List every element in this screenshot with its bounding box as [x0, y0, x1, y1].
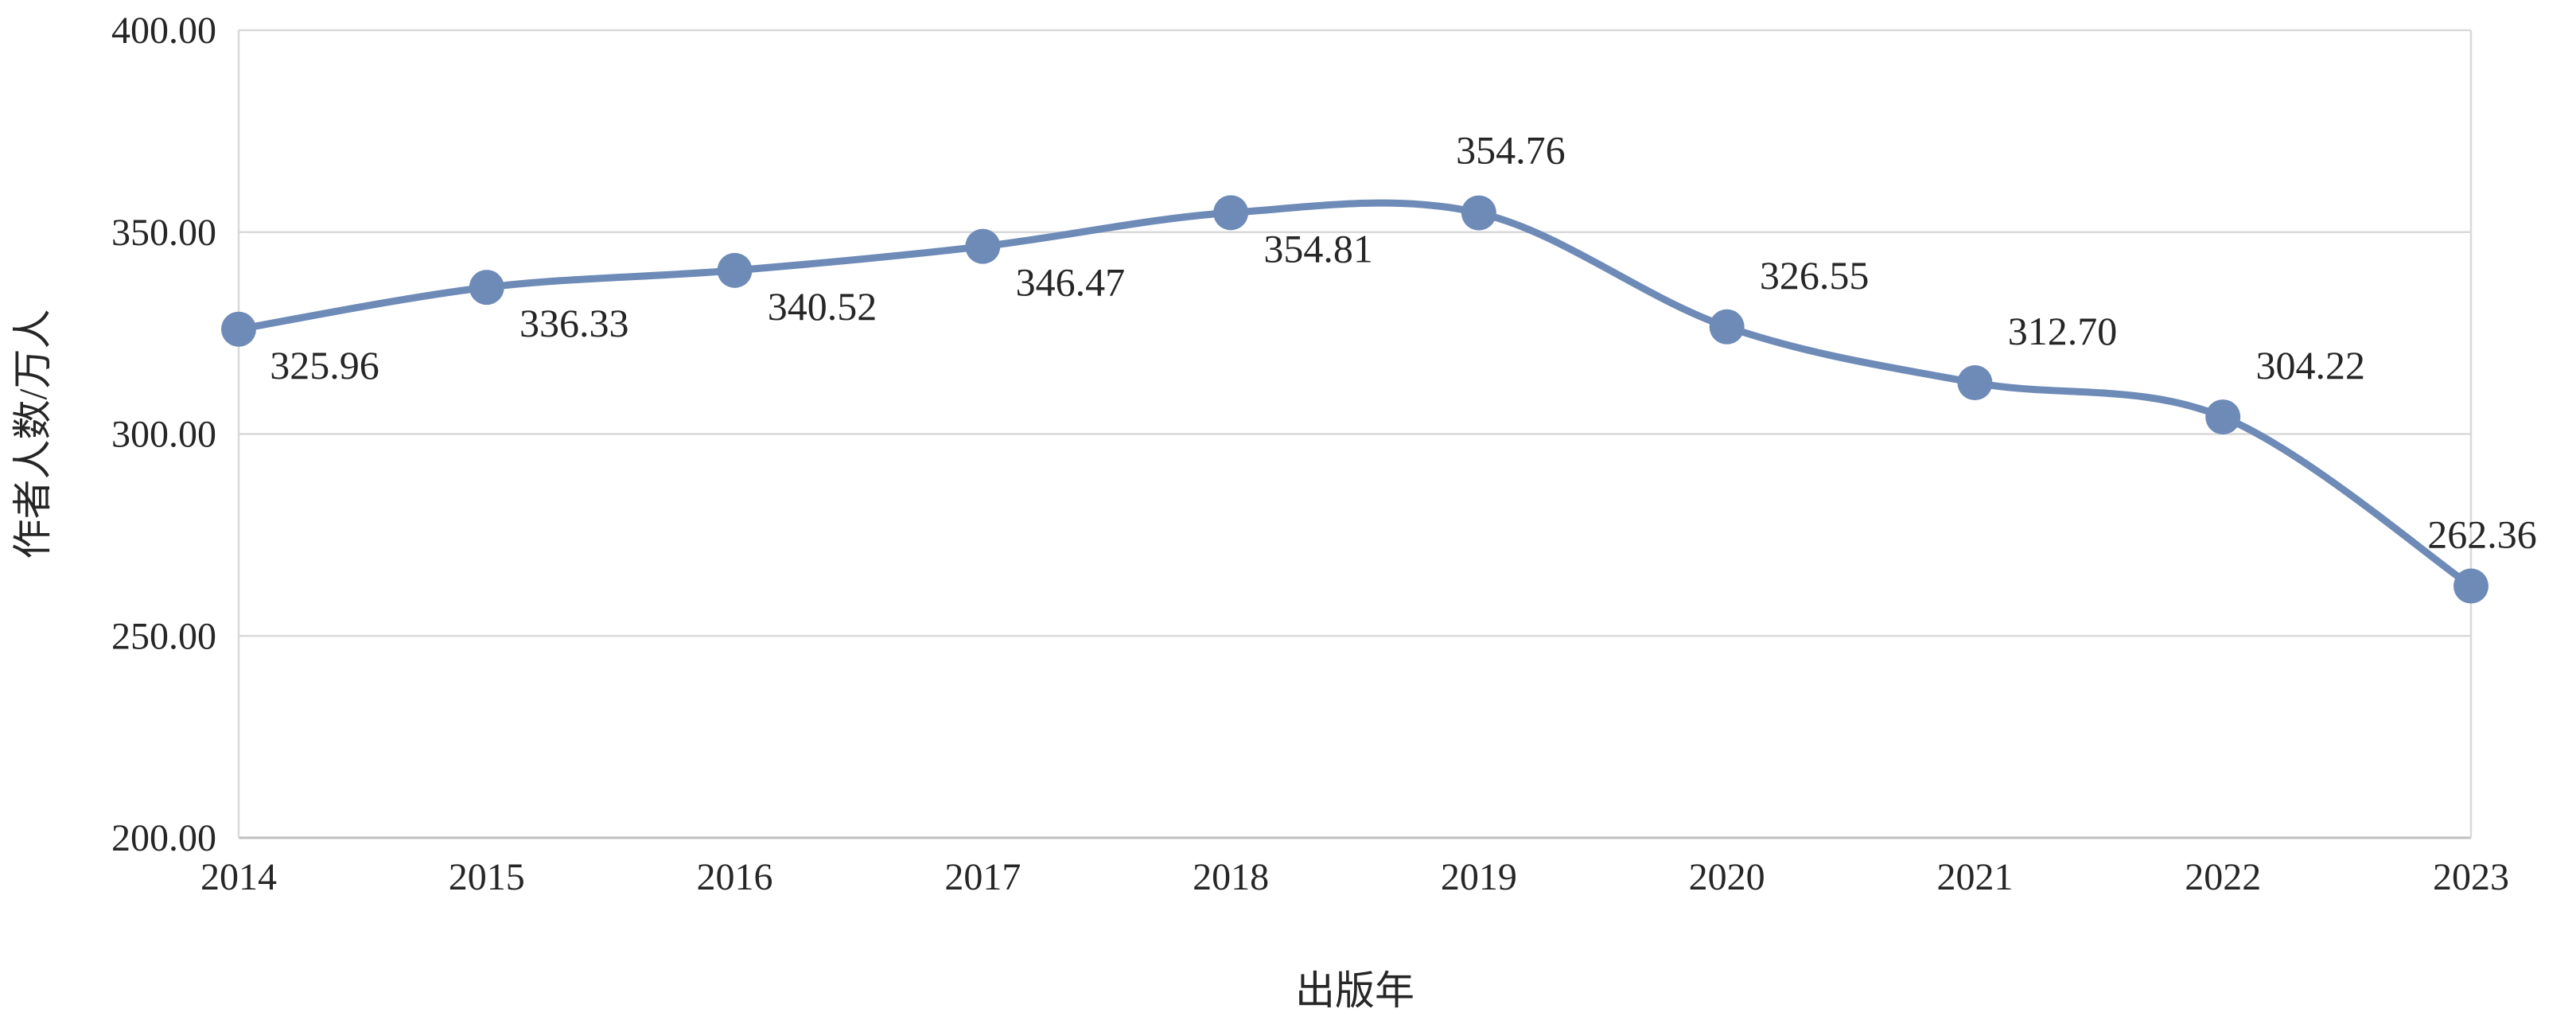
data-point	[1461, 195, 1496, 231]
data-point	[717, 252, 753, 288]
data-label: 304.22	[2255, 343, 2365, 387]
data-label: 336.33	[519, 301, 629, 345]
x-tick-label: 2019	[1441, 856, 1517, 898]
x-tick-labels: 2014 2015 2016 2017 2018 2019 2020 2021 2022 2023	[200, 856, 2509, 898]
x-tick-label: 2015	[449, 856, 525, 898]
series-line	[235, 199, 2475, 590]
data-label: 326.55	[1760, 253, 1870, 298]
y-tick-label: 200.00	[111, 817, 216, 859]
x-tick-label: 2014	[200, 856, 277, 898]
data-point	[2453, 568, 2488, 604]
data-point	[221, 311, 256, 347]
x-tick-label: 2022	[2185, 856, 2261, 898]
data-point	[1213, 195, 1249, 231]
y-tick-label: 400.00	[111, 10, 216, 52]
y-tick-label: 300.00	[111, 414, 216, 456]
y-axis-title: 作者人数/万人	[10, 310, 55, 559]
data-label: 312.70	[2008, 309, 2118, 353]
x-tick-label: 2021	[1936, 856, 2013, 898]
data-label: 354.76	[1456, 128, 1566, 173]
data-points	[221, 195, 2488, 604]
x-tick-label: 2017	[944, 856, 1021, 898]
x-tick-label: 2023	[2433, 856, 2509, 898]
series-group	[235, 199, 2475, 590]
data-label: 340.52	[768, 284, 877, 329]
y-tick-labels: 200.00 250.00 300.00 350.00 400.00	[111, 10, 216, 859]
x-axis-title: 出版年	[1295, 968, 1414, 1013]
data-label: 346.47	[1016, 260, 1126, 305]
data-point	[1709, 309, 1745, 345]
data-point	[469, 270, 504, 306]
x-tick-label: 2018	[1193, 856, 1269, 898]
gridlines	[237, 29, 2473, 839]
data-label: 325.96	[270, 343, 379, 387]
y-tick-label: 250.00	[111, 615, 216, 657]
data-labels: 325.96 336.33 340.52 346.47 354.81 354.76 326.…	[270, 128, 2537, 557]
data-point	[2205, 399, 2241, 435]
data-point	[965, 228, 1001, 264]
y-tick-label: 350.00	[111, 212, 216, 254]
data-point	[1957, 365, 1993, 401]
data-label: 354.81	[1263, 226, 1373, 271]
x-tick-label: 2020	[1689, 856, 1765, 898]
data-label: 262.36	[2427, 512, 2537, 557]
x-tick-label: 2016	[697, 856, 773, 898]
